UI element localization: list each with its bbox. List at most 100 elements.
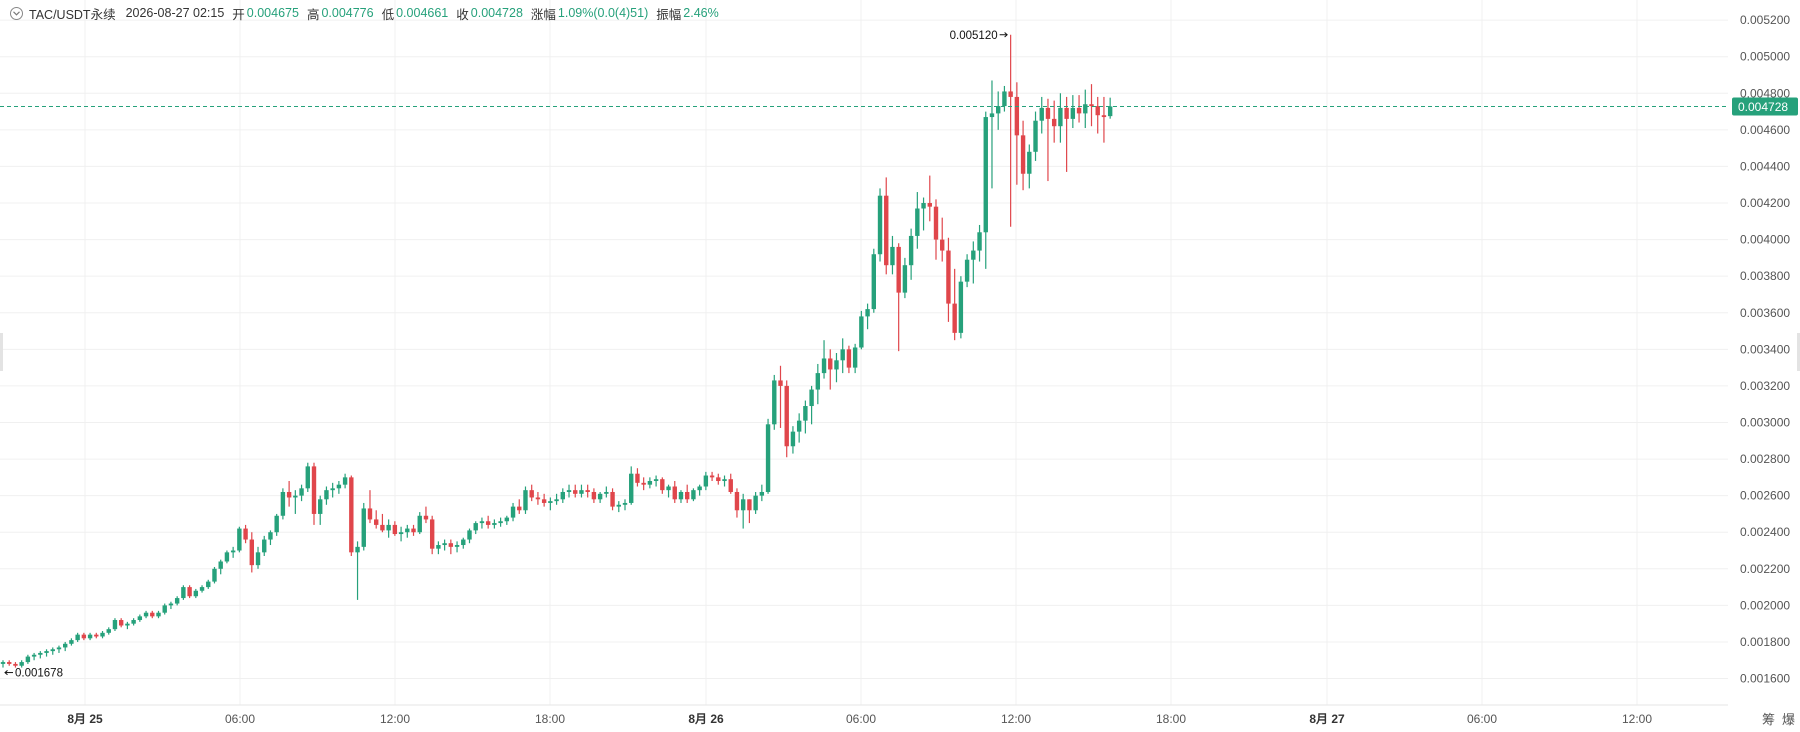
price-axis[interactable]: 0.001600 0.001800 0.002000 0.002200 0.002400… <box>1732 13 1798 686</box>
candle-up <box>255 546 261 569</box>
price-tick-label: 0.005000 <box>1740 50 1790 64</box>
candle-up <box>467 528 472 544</box>
left-panel-handle[interactable] <box>0 333 3 371</box>
candle-body <box>131 620 136 624</box>
candle-body <box>635 473 640 483</box>
candle-up <box>647 477 653 489</box>
symbol-label[interactable]: TAC/USDT永续 <box>29 7 116 22</box>
candle-down <box>517 499 522 514</box>
candle-body <box>529 490 534 498</box>
candle-body <box>485 521 491 525</box>
price-tick-label: 0.003800 <box>1740 269 1790 283</box>
candle-body <box>703 475 709 487</box>
candle-body <box>510 506 516 518</box>
candle-down <box>1089 84 1094 127</box>
candle-body <box>492 523 497 525</box>
candle-body <box>734 491 740 511</box>
candle-body <box>865 309 870 317</box>
candle-body <box>697 486 702 491</box>
candle-up <box>299 484 304 502</box>
candle-body <box>398 532 404 535</box>
grid-lines <box>0 0 1728 705</box>
candle-down <box>1076 95 1082 123</box>
candle-body <box>38 652 43 655</box>
candle-down <box>13 662 18 668</box>
candle-body <box>411 528 416 533</box>
candle-up <box>199 585 205 593</box>
candle-up <box>31 652 37 661</box>
candle-up <box>237 526 242 553</box>
price-tick-label: 0.002400 <box>1740 525 1790 539</box>
candle-body <box>952 303 957 333</box>
right-panel-handle[interactable] <box>1797 333 1800 371</box>
candle-body <box>187 587 192 597</box>
max-price-label: 0.005120 <box>950 30 998 42</box>
candle-up <box>772 374 777 430</box>
candle-up <box>809 385 814 425</box>
candle-up <box>1033 111 1038 161</box>
candle-body <box>1027 151 1032 174</box>
candle-up <box>330 482 335 498</box>
candles <box>0 34 1113 668</box>
candle-down <box>672 481 677 503</box>
candle-up <box>915 192 920 249</box>
time-axis[interactable]: 8月 25 06:00 12:00 18:00 8月 26 06:00 12:00 18:00… <box>0 704 1728 726</box>
candle-up <box>361 502 366 551</box>
candle-body <box>747 499 752 511</box>
candle-body <box>1058 107 1063 127</box>
candle-down <box>1014 82 1020 185</box>
candle-body <box>199 587 205 591</box>
chip-button[interactable]: 筹 <box>1762 712 1776 727</box>
candle-up <box>137 614 143 622</box>
candle-up <box>753 491 758 514</box>
candle-body <box>31 654 37 657</box>
candle-body <box>610 491 615 507</box>
candle-down <box>728 473 733 494</box>
candle-down <box>448 539 454 555</box>
time-tick-label: 06:00 <box>1467 712 1497 726</box>
candle-body <box>877 195 883 255</box>
candle-up <box>324 486 329 505</box>
candle-up <box>218 559 223 575</box>
candle-body <box>821 358 827 374</box>
candle-up <box>25 654 31 664</box>
price-tick-label: 0.002000 <box>1740 598 1790 612</box>
candle-body <box>1051 118 1057 127</box>
candle-body <box>255 552 261 566</box>
burst-button[interactable]: 爆 <box>1782 712 1796 727</box>
candle-up <box>125 621 130 630</box>
candle-body <box>1107 106 1113 117</box>
candle-down <box>411 524 416 536</box>
candle-body <box>374 519 379 525</box>
candle-body <box>616 504 621 507</box>
candle-down <box>946 237 951 322</box>
candle-up <box>305 462 310 492</box>
high-label: 高 <box>306 7 320 22</box>
candle-body <box>69 640 74 644</box>
candle-body <box>162 605 167 613</box>
candle-up <box>162 603 167 615</box>
candle-body <box>971 250 976 260</box>
candle-up <box>262 535 267 556</box>
candle-body <box>641 482 646 485</box>
candle-up <box>1027 144 1032 189</box>
amplitude-label: 振幅 <box>656 7 682 22</box>
candle-down <box>1064 96 1069 172</box>
candle-body <box>629 473 634 503</box>
low-label: 低 <box>381 7 395 22</box>
candle-down <box>150 610 155 619</box>
candle-body <box>479 521 485 524</box>
candle-up <box>510 502 516 522</box>
amplitude-value: 2.46% <box>683 6 719 20</box>
candle-body <box>305 466 310 489</box>
time-tick-label: 12:00 <box>1001 712 1031 726</box>
candle-body <box>63 643 68 648</box>
candle-up <box>143 610 149 619</box>
collapse-icon[interactable] <box>10 6 23 20</box>
candle-down <box>927 175 932 222</box>
candle-body <box>318 499 323 514</box>
candle-down <box>784 380 789 458</box>
candle-body <box>448 543 454 547</box>
candle-body <box>174 598 180 604</box>
